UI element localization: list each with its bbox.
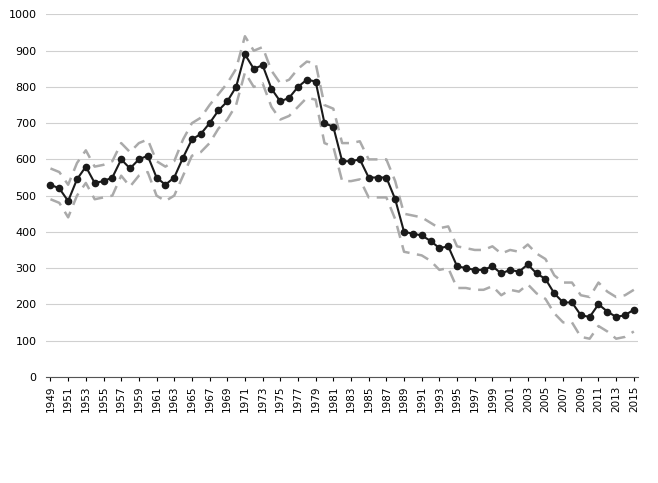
Line: Lower: Lower: [51, 72, 634, 339]
Lower: [241, 70, 249, 75]
Lower: [117, 173, 125, 179]
Upper: [497, 251, 505, 256]
Upper: [595, 280, 603, 285]
Upper: [117, 140, 125, 146]
Deaths: [241, 51, 249, 57]
Lower: [294, 104, 302, 110]
Lower: [595, 323, 603, 329]
Upper: [91, 164, 99, 170]
Line: Upper: Upper: [51, 36, 634, 297]
Upper: [630, 287, 638, 293]
Deaths: [91, 180, 99, 186]
Lower: [47, 196, 55, 202]
Upper: [320, 102, 328, 108]
Deaths: [595, 301, 603, 307]
Deaths: [320, 120, 328, 126]
Lower: [586, 336, 594, 341]
Deaths: [586, 314, 594, 320]
Upper: [294, 66, 302, 71]
Deaths: [117, 156, 125, 162]
Lower: [91, 196, 99, 202]
Lower: [497, 292, 505, 298]
Deaths: [497, 270, 505, 276]
Upper: [241, 33, 249, 39]
Deaths: [47, 182, 55, 187]
Lower: [320, 140, 328, 146]
Upper: [47, 166, 55, 171]
Deaths: [630, 307, 638, 313]
Upper: [586, 294, 594, 300]
Lower: [630, 328, 638, 334]
Line: Deaths: Deaths: [47, 51, 637, 320]
Deaths: [294, 84, 302, 90]
